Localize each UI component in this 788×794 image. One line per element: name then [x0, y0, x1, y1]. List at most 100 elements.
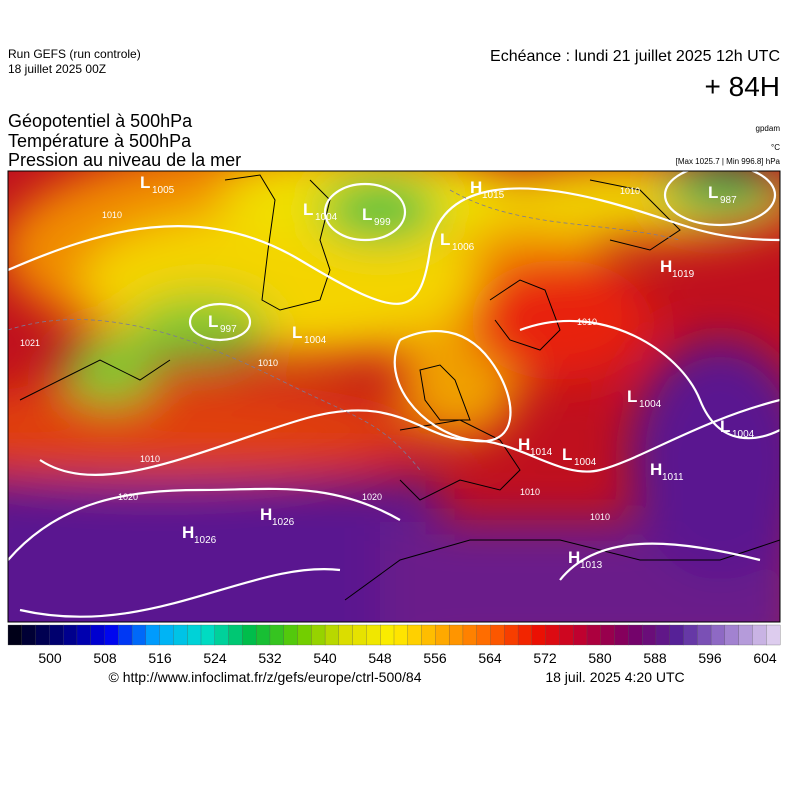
center-value: 1006	[452, 242, 475, 253]
colorbar-swatch	[573, 624, 588, 646]
center-value: 1026	[272, 517, 295, 528]
colorbar-swatch	[352, 624, 367, 646]
colorbar-tick: 548	[368, 650, 392, 666]
colorbar-swatch	[311, 624, 326, 646]
echeance: Echéance : lundi 21 juillet 2025 12h UTC	[490, 48, 780, 65]
map-frame	[7, 170, 781, 623]
colorbar-swatch	[269, 624, 285, 646]
colorbar-swatch	[628, 624, 643, 646]
colorbar-tick: 604	[753, 650, 777, 666]
isobar-label: 1021	[20, 338, 40, 348]
colorbar-tick: 532	[258, 650, 282, 666]
colorbar-tick: 564	[478, 650, 502, 666]
colorbar-tick: 524	[203, 650, 227, 666]
colorbar-swatch	[641, 624, 657, 646]
center-value: 1026	[194, 535, 217, 546]
colorbar-swatch	[407, 624, 423, 646]
colorbar-swatch	[683, 624, 698, 646]
colorbar-swatch	[200, 624, 216, 646]
colorbar-swatch	[324, 624, 340, 646]
center-kind: H	[568, 548, 580, 567]
colorbar-swatch	[752, 624, 767, 646]
colorbar-swatch	[531, 624, 547, 646]
isobar-label: 1010	[577, 317, 597, 327]
isobar-label: 1010	[620, 186, 640, 196]
center-kind: L	[562, 445, 572, 464]
colorbar-swatch	[490, 624, 505, 646]
isobar-label: 1020	[118, 492, 138, 502]
center-kind: H	[518, 435, 530, 454]
issued: 18 juil. 2025 4:20 UTC	[545, 669, 684, 685]
center-value: 1019	[672, 269, 695, 280]
colorbar-swatch	[35, 624, 50, 646]
center-value: 1004	[315, 212, 338, 223]
unit: gpdam	[756, 124, 781, 133]
colorbar-swatch	[462, 624, 478, 646]
colorbar-swatch	[614, 624, 629, 646]
isobar-label: 1020	[362, 492, 382, 502]
colorbar-swatch	[545, 624, 560, 646]
center-kind: L	[440, 230, 450, 249]
center-kind: H	[182, 523, 194, 542]
isobar-label: 1010	[258, 358, 278, 368]
colorbar-swatch	[76, 624, 92, 646]
colorbar-tick: 596	[698, 650, 722, 666]
colorbar-swatch	[448, 624, 464, 646]
isobar-label: 1010	[140, 454, 160, 464]
unit: °C	[771, 143, 780, 152]
center-kind: L	[720, 417, 730, 436]
colorbar-tick: 556	[423, 650, 447, 666]
colorbar-swatch	[21, 624, 37, 646]
colorbar-swatch	[49, 624, 64, 646]
center-value: 1013	[580, 560, 603, 571]
center-kind: H	[660, 257, 672, 276]
colorbar-tick: 508	[93, 650, 117, 666]
center-value: 1004	[732, 429, 755, 440]
colorbar-swatch	[600, 624, 616, 646]
colorbar-swatch	[517, 624, 533, 646]
colorbar-swatch	[242, 624, 257, 646]
center-value: 1015	[482, 190, 505, 201]
isobar-label: 1010	[590, 512, 610, 522]
colorbar-swatch	[187, 624, 202, 646]
colorbar-swatch	[90, 624, 105, 646]
colorbar-swatch	[7, 624, 23, 646]
colorbar-swatch	[104, 624, 119, 646]
center-value: 997	[220, 324, 237, 335]
colorbar-swatch	[586, 624, 602, 646]
unit: [Max 1025.7 | Min 996.8] hPa	[676, 157, 781, 166]
colorbar-swatch	[697, 624, 712, 646]
center-kind: L	[140, 173, 150, 192]
colorbar-tick: 540	[313, 650, 337, 666]
colorbar-swatch	[297, 624, 312, 646]
colorbar-tick: 516	[148, 650, 172, 666]
isobar-label: 1010	[520, 487, 540, 497]
source: © http://www.infoclimat.fr/z/gefs/europe…	[108, 669, 421, 685]
colorbar-swatch	[559, 624, 574, 646]
colorbar-tick: 572	[533, 650, 557, 666]
colorbar-swatch	[214, 624, 230, 646]
colorbar-swatch	[338, 624, 354, 646]
colorbar-swatch	[118, 624, 133, 646]
colorbar-swatch	[145, 624, 161, 646]
center-kind: H	[650, 460, 662, 479]
center-kind: L	[708, 183, 718, 202]
colorbar-swatch	[366, 624, 381, 646]
center-kind: L	[303, 200, 313, 219]
colorbar-tick: 500	[38, 650, 62, 666]
title: Pression au niveau de la mer	[8, 150, 241, 170]
colorbar-swatch	[228, 624, 243, 646]
center-kind: H	[470, 178, 482, 197]
colorbar-tick: 588	[643, 650, 667, 666]
colorbar-swatch	[710, 624, 726, 646]
center-value: 1011	[662, 472, 684, 483]
center-value: 987	[720, 195, 737, 206]
colorbar-swatch	[380, 624, 395, 646]
center-value: 1014	[530, 447, 553, 458]
map	[8, 171, 780, 622]
colorbar-swatch	[159, 624, 174, 646]
center-kind: L	[627, 387, 637, 406]
colorbar-swatch	[283, 624, 298, 646]
colorbar-swatch	[421, 624, 436, 646]
